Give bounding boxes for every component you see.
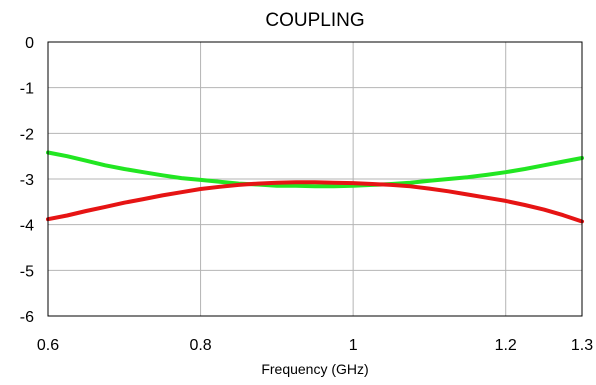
series-layer <box>46 150 584 224</box>
x-tick-label: 0.6 <box>37 337 59 354</box>
y-tick-label: -6 <box>20 309 34 326</box>
y-tick-label: 0 <box>25 35 34 52</box>
x-tick-label: 1.3 <box>571 337 593 354</box>
grid-lines <box>48 42 582 316</box>
y-tick-label: -1 <box>20 81 34 98</box>
x-tick-label: 0.8 <box>189 337 211 354</box>
x-tick-label: 1.2 <box>495 337 517 354</box>
y-tick-label: -4 <box>20 218 34 235</box>
x-tick-label: 1 <box>349 337 358 354</box>
x-axis-title: Frequency (GHz) <box>261 361 368 377</box>
y-tick-label: -3 <box>20 172 34 189</box>
series-line-2 <box>46 180 584 224</box>
y-tick-labels: 0 -1 -2 -3 -4 -5 -6 <box>20 35 34 326</box>
x-tick-labels: 0.6 0.8 1 1.2 1.3 <box>37 337 593 354</box>
y-tick-label: -5 <box>20 263 34 280</box>
y-tick-label: -2 <box>20 126 34 143</box>
chart-title: COUPLING <box>265 10 364 31</box>
plot-frame <box>47 41 583 317</box>
series-line-1 <box>46 150 584 189</box>
